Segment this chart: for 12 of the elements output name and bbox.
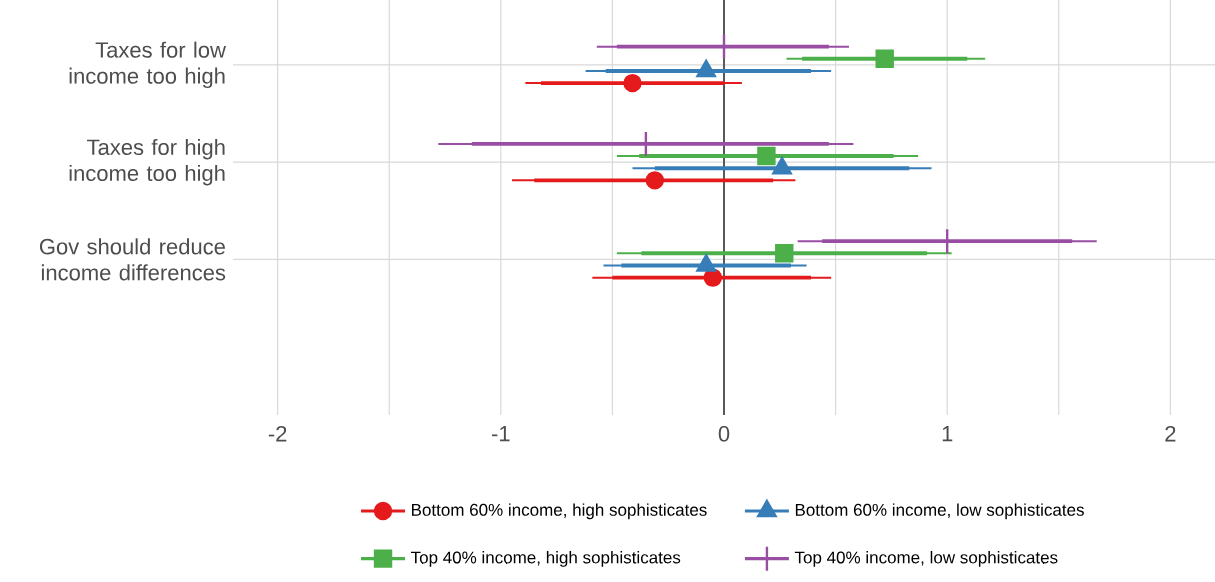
y-tick-label: Gov should reduce income differences (39, 238, 226, 281)
y-tick-label: Taxes for low income too high (69, 41, 226, 89)
x-tick-label: 1 (942, 426, 953, 442)
legend-label: Top 40% income, high sophisticates (410, 551, 681, 567)
legend-label: Bottom 60% income, high sophisticates (412, 503, 707, 520)
x-tick-label: -1 (492, 426, 510, 442)
x-tick-label: 0 (718, 426, 730, 442)
legend-label: Top 40% income, low sophisticates (794, 551, 1058, 567)
x-tick-label: 2 (1165, 426, 1176, 442)
x-tick-label: -2 (268, 426, 287, 442)
legend-label: Bottom 60% income, low sophisticates (795, 503, 1084, 520)
y-tick-label: Taxes for high income too high (69, 138, 225, 186)
